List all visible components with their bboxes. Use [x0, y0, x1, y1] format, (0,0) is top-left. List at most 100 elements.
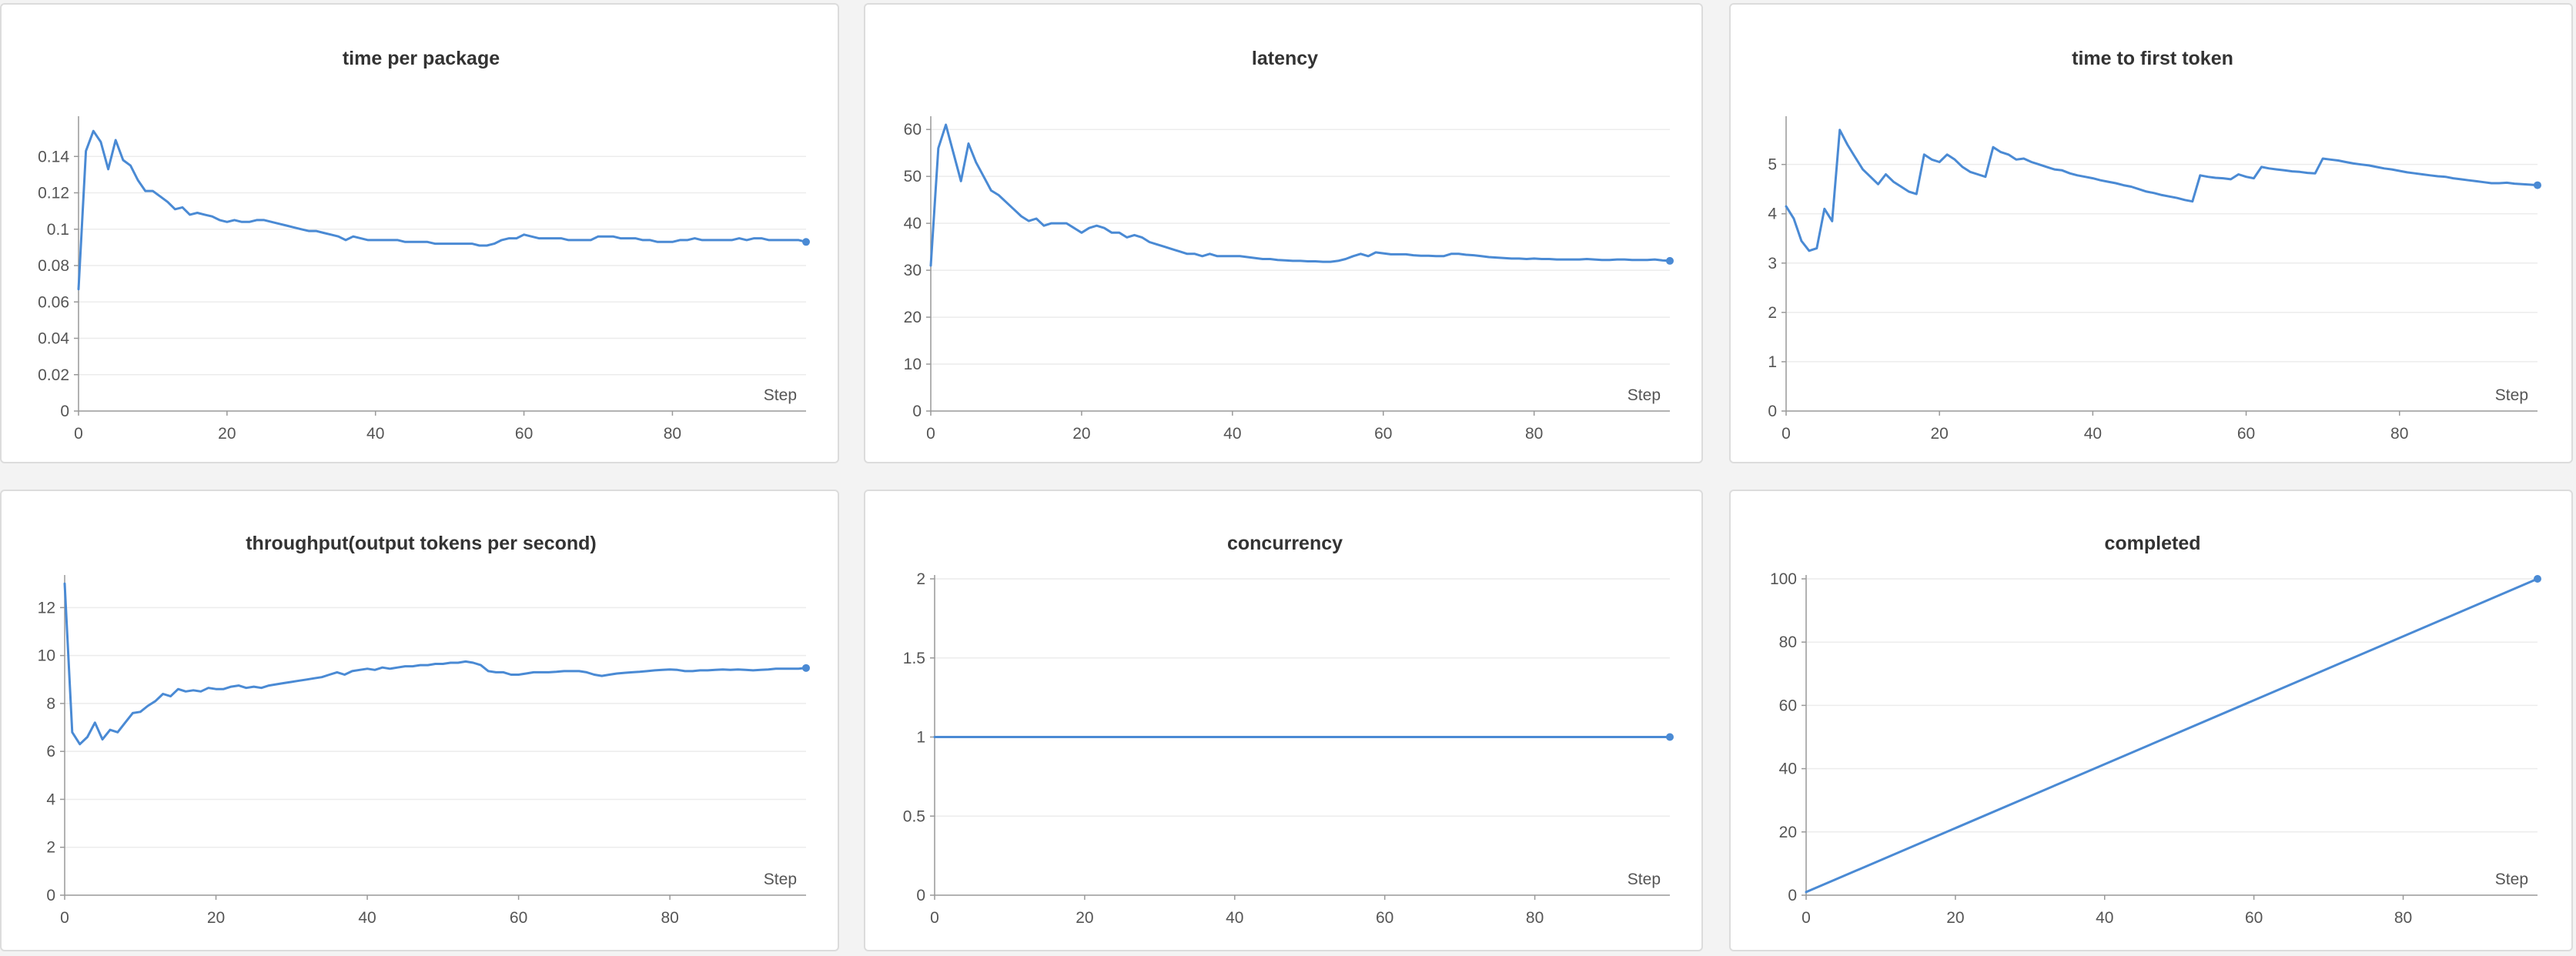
series-line	[1785, 129, 2539, 252]
x-tick-label: 80	[2390, 425, 2408, 443]
y-tick-label: 2	[916, 570, 925, 588]
x-tick-label: 0	[926, 425, 935, 443]
y-tick-label: 0.06	[38, 293, 69, 311]
y-tick-label: 3	[1768, 255, 1777, 272]
y-tick-label: 20	[904, 309, 922, 326]
x-tick-label: 0	[74, 425, 83, 443]
x-tick-label: 20	[218, 425, 236, 443]
y-tick-label: 40	[904, 215, 922, 232]
y-tick-label: 1	[916, 729, 925, 747]
x-tick-label: 20	[1072, 425, 1090, 443]
x-tick-label: 0	[930, 909, 939, 927]
x-axis-label: Step	[1628, 386, 1661, 404]
y-tick-label: 60	[1779, 697, 1797, 714]
y-tick-label: 50	[904, 168, 922, 186]
chart-time-to-first-token: time to first token 0 1 2 3 4 5 0 20 40 60 80 Step	[1768, 48, 2541, 443]
y-tick-label: 0.02	[38, 366, 69, 384]
x-tick-label: 40	[2096, 909, 2113, 927]
x-tick-label: 0	[60, 909, 69, 927]
chart-panel-time-to-first-token: time to first token 0 1 2 3 4 5 0 20 40 60 80 Step	[1729, 3, 2573, 463]
series-end-point	[2534, 575, 2541, 583]
y-tick-label: 6	[46, 743, 55, 760]
chart-panel-completed: completed 0 20 40 60 80 100 0 20 40 60 80 Step	[1729, 490, 2573, 951]
series-line	[929, 123, 1671, 267]
series-line	[1805, 577, 2539, 894]
x-tick-label: 0	[1802, 909, 1811, 927]
y-tick-label: 0.14	[38, 148, 69, 165]
series-end-point	[2534, 181, 2541, 189]
x-tick-label: 20	[1076, 909, 1093, 927]
chart-title: time to first token	[2072, 48, 2233, 69]
y-tick-label: 5	[1768, 156, 1777, 174]
y-tick-label: 0	[912, 403, 922, 420]
y-tick-label: 4	[1768, 206, 1777, 223]
x-tick-label: 60	[2237, 425, 2255, 443]
y-tick-label: 40	[1779, 760, 1797, 778]
x-axis-label: Step	[764, 386, 797, 404]
x-tick-label: 40	[2084, 425, 2102, 443]
y-tick-label: 0	[60, 403, 69, 420]
series-end-point	[802, 238, 810, 246]
x-axis-label: Step	[1628, 871, 1661, 888]
y-tick-label: 0	[1788, 887, 1797, 904]
x-axis-label: Step	[2495, 386, 2528, 404]
chart-panel-concurrency: concurrency 0 0.5 1 1.5 2 0 20 40 60 80 Step	[864, 490, 1703, 951]
chart-time-per-package: time per package 0 0.02 0.04 0.06 0.08 0.1 0.12…	[38, 48, 810, 443]
chart-completed: completed 0 20 40 60 80 100 0 20 40 60 80 Step	[1770, 533, 2541, 927]
chart-panel-throughput: throughput(output tokens per second) 0 2 4 6…	[0, 490, 839, 951]
series-line	[63, 582, 808, 746]
x-tick-label: 80	[2394, 909, 2412, 927]
chart-title: completed	[2104, 533, 2200, 554]
series-end-point	[1666, 733, 1674, 741]
y-tick-label: 1.5	[903, 650, 925, 667]
y-tick-label: 10	[904, 356, 922, 373]
y-tick-label: 0	[1768, 403, 1777, 420]
y-tick-label: 12	[38, 599, 55, 617]
y-tick-label: 0	[46, 887, 55, 904]
y-tick-label: 2	[1768, 304, 1777, 322]
y-tick-label: 0.08	[38, 257, 69, 275]
x-tick-label: 60	[1376, 909, 1393, 927]
x-axis-label: Step	[2495, 871, 2528, 888]
y-tick-label: 100	[1770, 570, 1797, 588]
y-tick-label: 0	[916, 887, 925, 904]
x-tick-label: 80	[1526, 909, 1544, 927]
x-tick-label: 20	[1946, 909, 1964, 927]
series-line	[77, 129, 808, 291]
y-tick-label: 8	[46, 695, 55, 713]
chart-title: latency	[1252, 48, 1318, 69]
y-tick-label: 30	[904, 262, 922, 279]
y-tick-label: 1	[1768, 353, 1777, 371]
y-tick-label: 2	[46, 839, 55, 857]
x-tick-label: 60	[510, 909, 527, 927]
x-tick-label: 80	[1525, 425, 1543, 443]
chart-title: throughput(output tokens per second)	[246, 533, 597, 554]
y-tick-label: 0.04	[38, 330, 69, 348]
y-tick-label: 0.1	[47, 221, 69, 239]
series-end-point	[802, 664, 810, 672]
x-tick-label: 20	[207, 909, 225, 927]
x-tick-label: 60	[2245, 909, 2263, 927]
y-tick-label: 0.5	[903, 807, 925, 825]
x-tick-label: 40	[1223, 425, 1241, 443]
y-tick-label: 0.12	[38, 185, 69, 202]
y-tick-label: 60	[904, 121, 922, 139]
chart-title: concurrency	[1227, 533, 1343, 554]
series-end-point	[1666, 256, 1674, 265]
chart-panel-time-per-package: time per package 0 0.02 0.04 0.06 0.08 0.1 0.12…	[0, 3, 839, 463]
x-tick-label: 40	[366, 425, 384, 443]
chart-latency: latency 0 10 20 30 40 50 60 0 20 40 60 80 Step	[904, 48, 1674, 443]
y-tick-label: 4	[46, 791, 55, 808]
x-tick-label: 80	[664, 425, 681, 443]
chart-throughput: throughput(output tokens per second) 0 2 4 6…	[38, 533, 810, 927]
chart-title: time per package	[343, 48, 500, 69]
chart-panel-latency: latency 0 10 20 30 40 50 60 0 20 40 60 80 Step	[864, 3, 1703, 463]
y-tick-label: 80	[1779, 633, 1797, 651]
x-tick-label: 60	[515, 425, 533, 443]
x-tick-label: 40	[358, 909, 376, 927]
y-tick-label: 20	[1779, 824, 1797, 841]
x-axis-label: Step	[764, 871, 797, 888]
x-tick-label: 0	[1781, 425, 1791, 443]
x-tick-label: 80	[661, 909, 678, 927]
